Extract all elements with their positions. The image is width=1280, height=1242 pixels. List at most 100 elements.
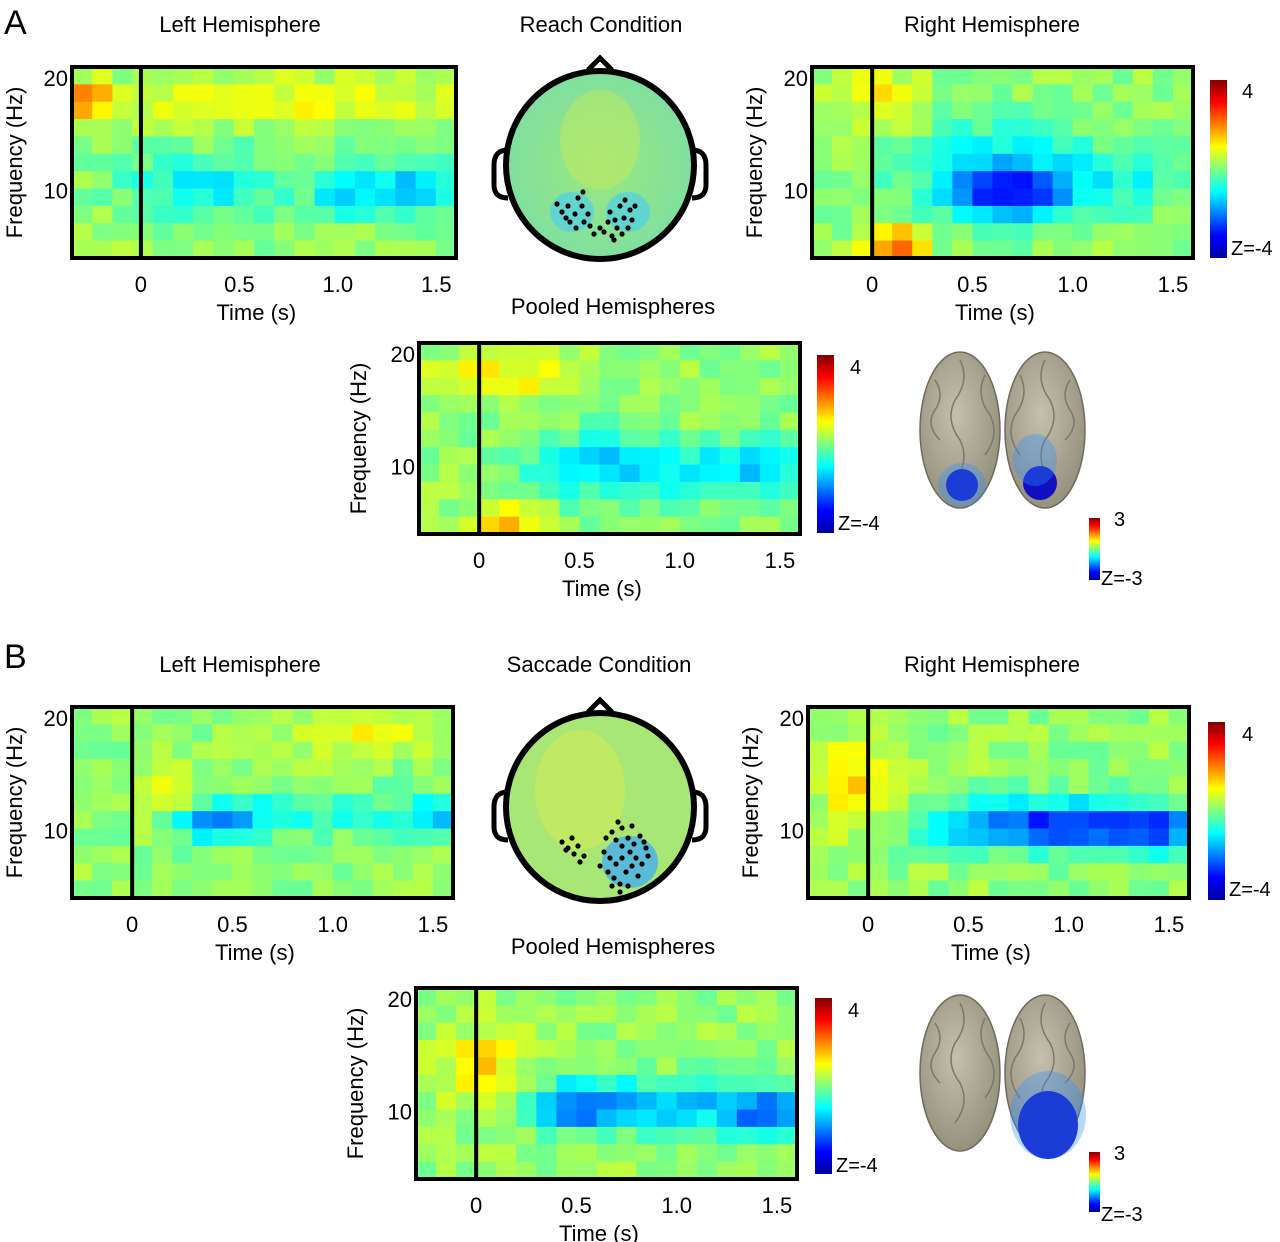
heatmap-cell xyxy=(212,845,234,864)
heatmap-cell xyxy=(1068,741,1090,760)
heatmap-cell xyxy=(1012,67,1034,85)
heatmap-cell xyxy=(435,136,457,155)
heatmap-cell xyxy=(1152,205,1174,224)
heatmap-cell xyxy=(496,1040,517,1059)
heatmap-cell xyxy=(716,1005,738,1024)
heatmap-cell xyxy=(479,412,500,431)
heatmap-cell xyxy=(456,1161,477,1180)
heatmap-cell xyxy=(516,1092,537,1111)
heatmap-cell xyxy=(1172,240,1194,259)
heatmap-cell xyxy=(112,136,134,155)
heatmap-cell xyxy=(232,724,254,743)
heatmap-cell xyxy=(616,1040,638,1059)
heatmap-cell xyxy=(892,223,913,242)
heatmap-cell xyxy=(439,447,460,466)
x-tick-label: 1.5 xyxy=(762,1193,793,1218)
y-tick-label: 20 xyxy=(388,987,412,1012)
heatmap-cell xyxy=(476,1057,497,1076)
heatmap-cell xyxy=(213,205,235,224)
heatmap-cell xyxy=(213,240,235,259)
heatmap-cell xyxy=(1008,863,1030,882)
heatmap-cell xyxy=(1068,776,1090,795)
heatmap-cell xyxy=(193,205,215,224)
electrode-dot xyxy=(569,835,575,841)
heatmap-cell xyxy=(952,67,974,85)
heatmap-cell xyxy=(392,741,414,760)
heatmap-cell xyxy=(354,171,376,190)
heatmap-cell xyxy=(779,447,801,466)
heatmap-cell xyxy=(888,724,909,743)
heatmap-cell xyxy=(1052,119,1074,138)
heatmap-cell xyxy=(416,1126,437,1145)
heatmap-cell xyxy=(756,1109,778,1128)
heatmap-cell xyxy=(759,360,781,379)
heatmap-cell xyxy=(972,136,994,155)
y-tick-label: 20 xyxy=(44,706,68,731)
heatmap-cell xyxy=(1008,759,1030,778)
heatmap-cell xyxy=(636,1040,658,1059)
heatmap-cell xyxy=(1172,119,1194,138)
heatmap-cell xyxy=(332,707,354,725)
heatmap-cell xyxy=(679,360,701,379)
heatmap-cell xyxy=(415,84,437,103)
colorbar-max-label: 4 xyxy=(1242,724,1253,746)
heatmap-cell xyxy=(619,447,641,466)
heatmap-cell xyxy=(616,1126,638,1145)
heatmap-cell xyxy=(559,499,581,518)
heatmap-cell xyxy=(294,67,316,85)
heatmap-cell xyxy=(888,811,909,830)
heatmap-cell xyxy=(968,759,990,778)
heatmap-cell xyxy=(972,171,994,190)
heatmap-cell xyxy=(1008,776,1030,795)
heatmap-cell xyxy=(808,845,829,864)
heatmap-cell xyxy=(719,481,741,500)
heatmap-cell xyxy=(232,880,254,899)
colorbar-max-label: 4 xyxy=(1242,81,1253,103)
heatmap-cell xyxy=(92,724,113,743)
heatmap-cell xyxy=(213,101,235,120)
heatmap-cell xyxy=(539,481,560,500)
heatmap-cell xyxy=(1132,101,1154,120)
heatmap-cell xyxy=(392,845,414,864)
heatmap-cell xyxy=(868,707,889,725)
electrode-dot xyxy=(581,853,587,859)
heatmap-cell xyxy=(759,343,781,361)
heatmap-cell xyxy=(579,464,601,483)
heatmap-cell xyxy=(294,101,316,120)
heatmap-cell xyxy=(579,377,601,396)
heatmap-cell xyxy=(352,845,374,864)
heatmap-cell xyxy=(852,171,873,190)
heatmap-cell xyxy=(556,1092,578,1111)
heatmap-cell xyxy=(132,188,154,207)
heatmap-cell xyxy=(536,1022,557,1041)
heatmap-cell xyxy=(716,1144,738,1163)
heatmap-cell xyxy=(812,188,833,207)
heatmap-cell xyxy=(1168,828,1190,847)
heatmap-cell xyxy=(372,811,394,830)
heatmap-cell xyxy=(756,1022,778,1041)
heatmap-cell xyxy=(619,360,641,379)
heatmap-cell xyxy=(696,1074,718,1093)
heatmap-cell xyxy=(294,84,316,103)
heatmap-cell xyxy=(1012,188,1034,207)
heatmap-cell xyxy=(1032,223,1054,242)
heatmap-cell xyxy=(1072,223,1094,242)
heatmap-cell xyxy=(395,171,417,190)
heatmap-cell xyxy=(354,101,376,120)
heatmap-cell xyxy=(679,447,701,466)
heatmap-cell xyxy=(213,136,235,155)
heatmap-cell xyxy=(1152,223,1174,242)
x-tick-label: 0 xyxy=(470,1193,482,1218)
heatmap-cell xyxy=(1152,136,1174,155)
plot-frame xyxy=(414,986,799,1181)
heatmap-cell xyxy=(395,119,417,138)
heatmap-cell xyxy=(334,240,356,259)
heatmap-cell xyxy=(479,481,500,500)
heatmap-cell xyxy=(1032,67,1054,85)
heatmap-cell xyxy=(619,499,641,518)
heatmap-cell xyxy=(656,1022,678,1041)
heatmap-cell xyxy=(948,741,970,760)
heatmap-cell xyxy=(1052,84,1074,103)
heatmap-cell xyxy=(739,395,761,414)
